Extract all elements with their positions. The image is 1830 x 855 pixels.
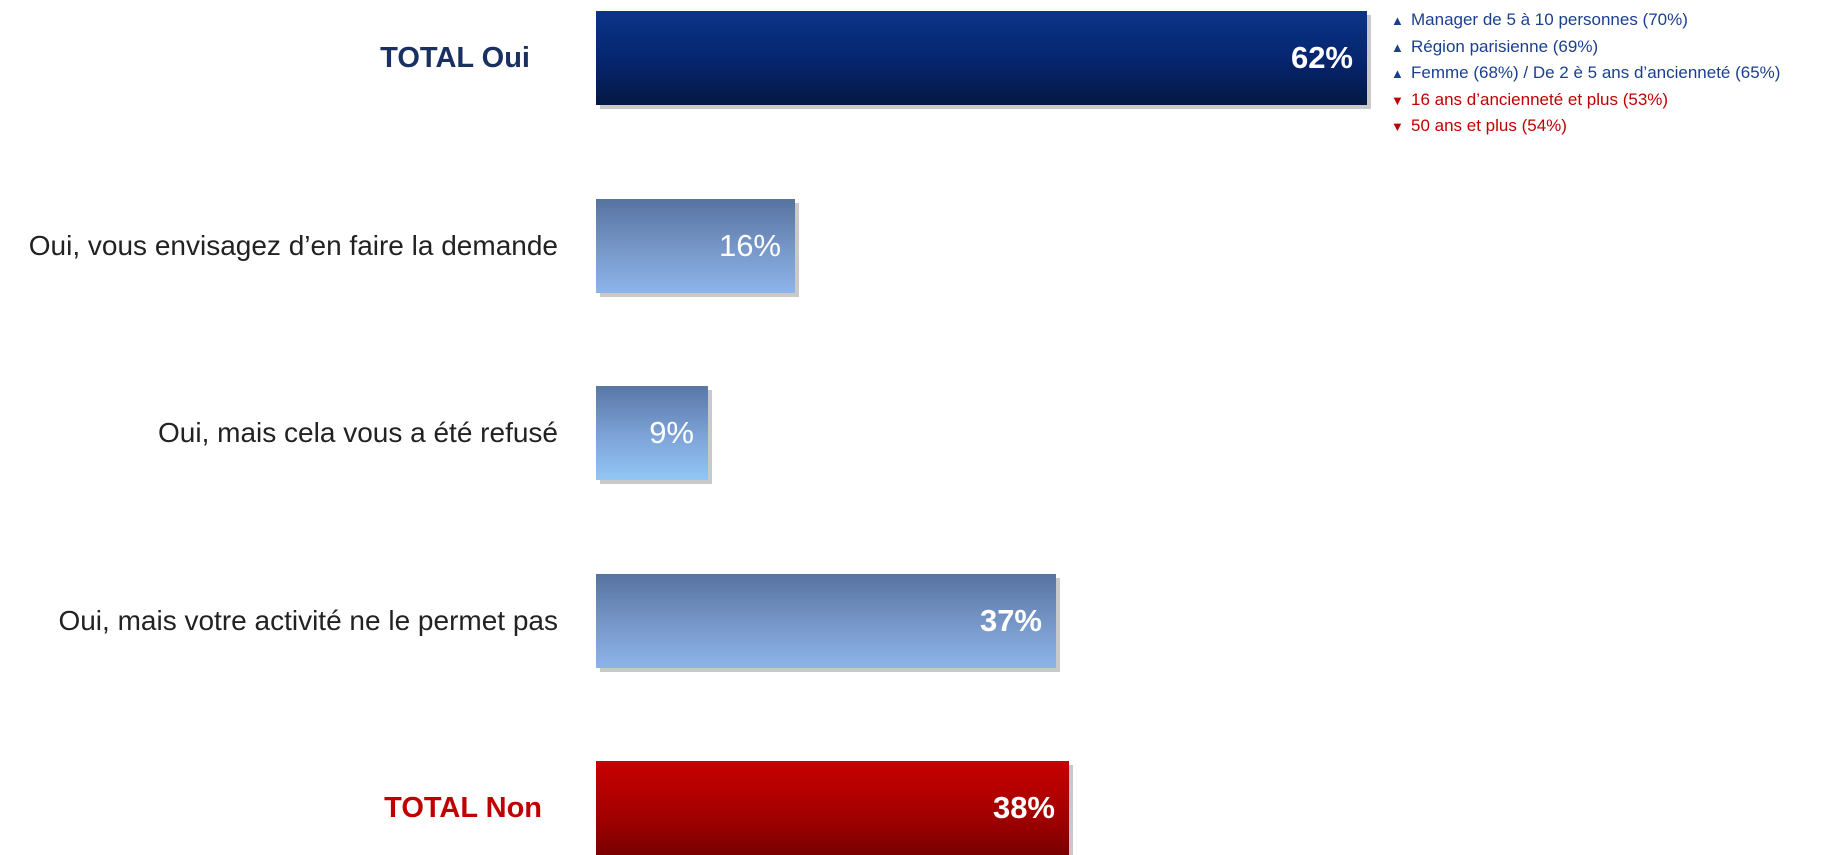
bar-value-total-oui: 62% [1290, 40, 1353, 75]
bar-refuse: 9% [596, 386, 708, 480]
annotation-item: ▲ Région parisienne (69%) [1391, 34, 1780, 61]
category-label-activite: Oui, mais votre activité ne le permet pa… [58, 605, 558, 636]
annotation-item: ▲ Manager de 5 à 10 personnes (70%) [1391, 7, 1780, 34]
triangle-up-icon: ▲ [1391, 39, 1404, 55]
annotation-item: ▲ Femme (68%) / De 2 è 5 ans d’ancienneté… [1391, 60, 1780, 87]
bar-activite: 37% [596, 574, 1056, 668]
annotation-text: Femme (68%) / De 2 è 5 ans d’ancienneté … [1411, 63, 1781, 82]
annotation-item: ▼ 16 ans d’ancienneté et plus (53%) [1391, 87, 1780, 114]
triangle-down-icon: ▼ [1391, 119, 1404, 134]
annotation-text: 50 ans et plus (54%) [1411, 116, 1567, 135]
bar-value-activite: 37% [979, 603, 1042, 638]
triangle-up-icon: ▲ [1391, 66, 1404, 81]
significance-annotations: ▲ Manager de 5 à 10 personnes (70%) ▲ Régi… [1391, 7, 1780, 140]
triangle-up-icon: ▲ [1391, 13, 1404, 28]
annotation-text: Manager de 5 à 10 personnes (70%) [1411, 10, 1688, 29]
annotation-text: Région parisienne (69%) [1411, 36, 1599, 56]
bar-envisagez: 16% [596, 199, 795, 293]
category-label-total-oui: TOTAL Oui [380, 41, 530, 74]
annotation-text: 16 ans d’ancienneté et plus (53%) [1411, 89, 1669, 109]
triangle-down-icon: ▼ [1391, 92, 1404, 108]
bar-value-refuse: 9% [649, 415, 694, 450]
bar-total-oui: 62% [596, 11, 1367, 105]
category-label-envisagez: Oui, vous envisagez d’en faire la demand… [28, 230, 558, 261]
category-label-refuse: Oui, mais cela vous a été refusé [158, 417, 558, 448]
bar-value-envisagez: 16% [718, 228, 781, 263]
bar-total-non: 38% [596, 761, 1069, 855]
annotation-item: ▼ 50 ans et plus (54%) [1391, 113, 1780, 140]
bar-value-total-non: 38% [992, 790, 1055, 825]
category-label-total-non: TOTAL Non [384, 791, 542, 824]
